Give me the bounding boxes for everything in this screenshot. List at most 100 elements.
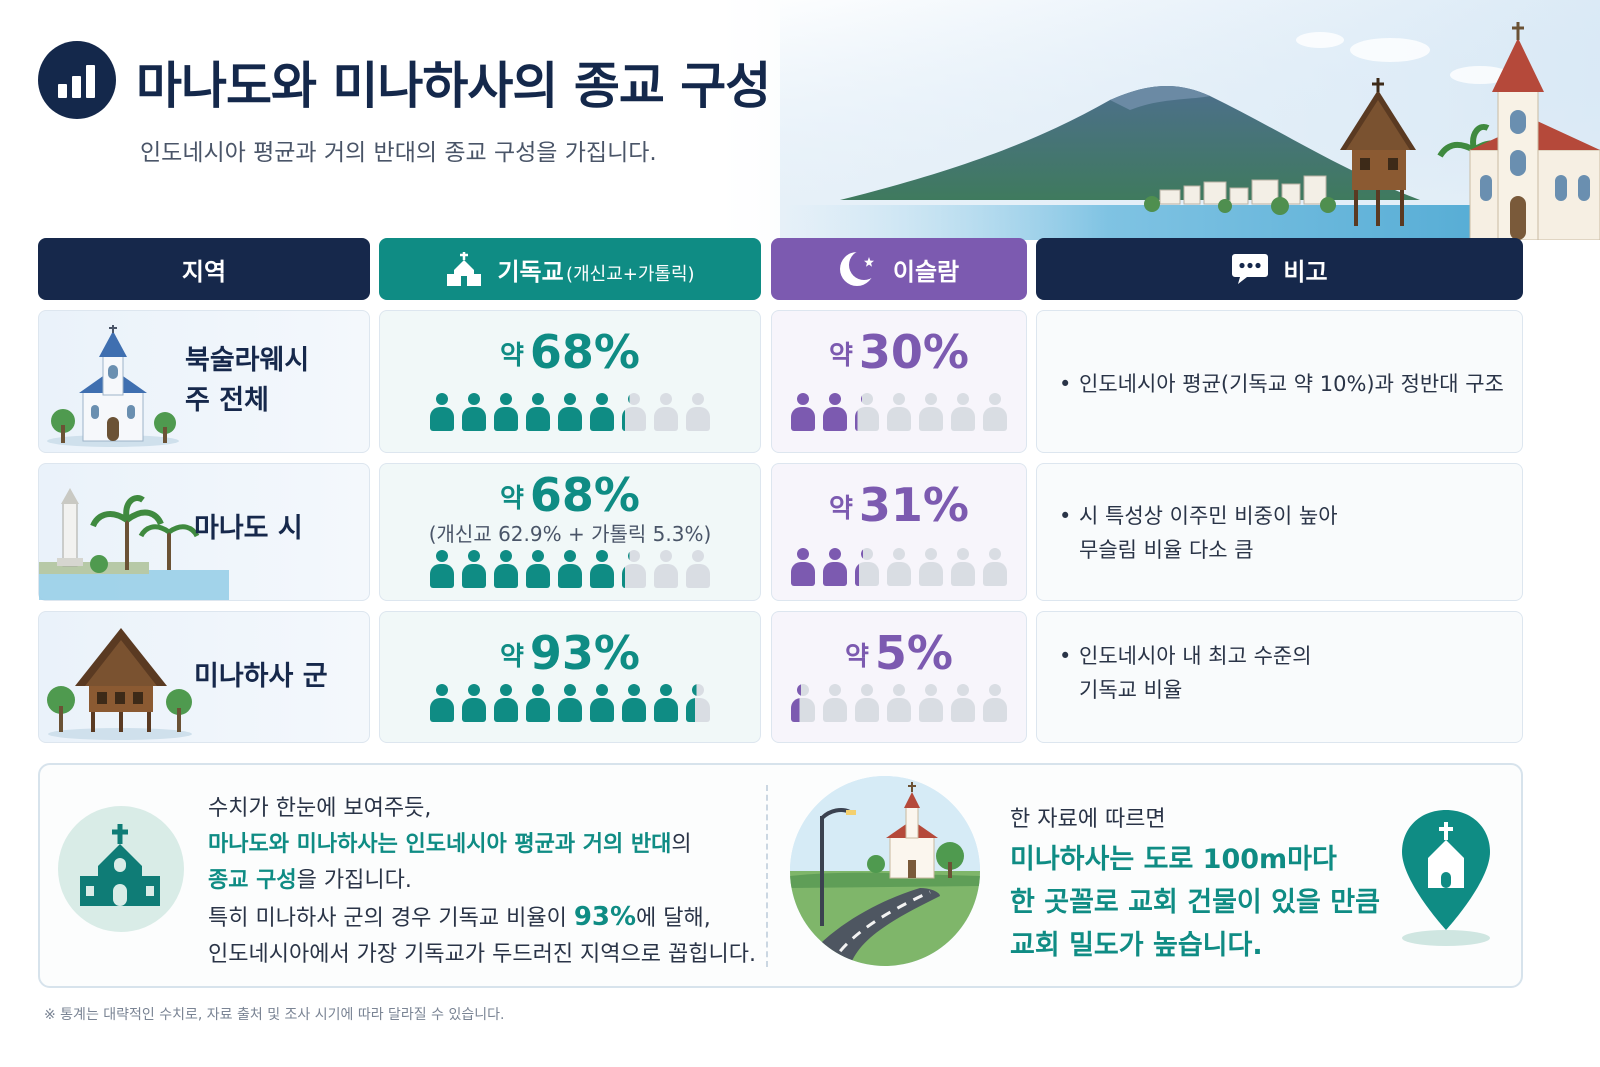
table-cell-christian: 약 68% (개신교 62.9% + 가톨릭 5.3%) [379, 463, 761, 601]
person-icon [919, 684, 943, 722]
person-icon [622, 550, 646, 588]
region-name-line2: 주 전체 [185, 385, 269, 416]
summary-line: 수치가 한눈에 보여주듯, [208, 796, 432, 821]
person-icon [919, 393, 943, 431]
column-header-note-label: 비고 [1283, 257, 1328, 286]
speech-bubble-icon [1232, 254, 1269, 284]
map-pin-church-icon [1402, 810, 1490, 946]
column-header-islam: 이슬람 [771, 238, 1027, 300]
church-icon [58, 806, 184, 932]
table-cell-islam: 약 5% [771, 611, 1027, 743]
christian-people-icons [380, 684, 760, 722]
islam-percentage: 약 5% [844, 626, 954, 680]
person-icon [622, 684, 646, 722]
crescent-star-icon [839, 250, 879, 286]
church-icon [47, 325, 179, 447]
region-name-line1: 북술라웨시 [185, 345, 310, 376]
person-icon [823, 393, 847, 431]
person-icon [887, 684, 911, 722]
region-name-line1: 미나하사 군 [194, 661, 328, 692]
person-icon [686, 393, 710, 431]
person-icon [686, 550, 710, 588]
person-icon [494, 550, 518, 588]
person-icon [983, 393, 1007, 431]
person-icon [590, 550, 614, 588]
column-header-christian-label: 기독교 [497, 257, 564, 286]
person-icon [823, 548, 847, 586]
christian-breakdown: (개신교 62.9% + 가톨릭 5.3%) [428, 522, 712, 546]
islam-people-icons [772, 393, 1026, 431]
person-icon [590, 393, 614, 431]
christian-percentage: 약 68% [499, 468, 641, 522]
table-cell-note: 인도네시아 내 최고 수준의 기독교 비율 [1036, 611, 1523, 743]
summary-line: 특히 미나하사 군의 경우 기독교 비율이 93%에 달해, [208, 902, 711, 932]
summary-divider [766, 785, 768, 967]
summary-line: 인도네시아에서 가장 기독교가 두드러진 지역으로 꼽힙니다. [208, 942, 756, 967]
table-cell-note: 인도네시아 평균(기독교 약 10%)과 정반대 구조 [1036, 310, 1523, 453]
person-icon [494, 393, 518, 431]
person-icon [791, 684, 815, 722]
person-icon [430, 550, 454, 588]
person-icon [919, 548, 943, 586]
person-icon [951, 393, 975, 431]
column-header-region: 지역 [38, 238, 370, 300]
note-text: 시 특성상 이주민 비중이 높아 무슬림 비율 다소 큼 [1059, 499, 1504, 567]
person-icon [855, 393, 879, 431]
person-icon [494, 684, 518, 722]
person-icon [526, 684, 550, 722]
islam-people-icons [772, 684, 1026, 722]
person-icon [590, 684, 614, 722]
person-icon [823, 684, 847, 722]
person-icon [654, 393, 678, 431]
bar-chart-icon [38, 41, 116, 119]
page-title: 마나도와 미나하사의 종교 구성 [136, 57, 771, 115]
person-icon [983, 548, 1007, 586]
header-banner: 마나도와 미나하사의 종교 구성 인도네시아 평균과 거의 반대의 종교 구성을… [0, 0, 1600, 240]
note-text: 인도네시아 평균(기독교 약 10%)과 정반대 구조 [1059, 367, 1504, 401]
fact-intro: 한 자료에 따르면 [1010, 807, 1166, 832]
fact-highlight: 미나하사는 도로 100m마다 한 곳꼴로 교회 건물이 있을 만큼 교회 밀도… [1010, 844, 1380, 961]
column-header-region-label: 지역 [181, 257, 227, 286]
column-header-christian-sub: (개신교+가톨릭) [566, 263, 695, 285]
person-icon [462, 393, 486, 431]
column-header-note: 비고 [1036, 238, 1523, 300]
table-row-region: 미나하사 군 [38, 611, 370, 743]
note-text: 인도네시아 내 최고 수준의 기독교 비율 [1059, 639, 1504, 707]
person-icon [462, 550, 486, 588]
person-icon [558, 550, 582, 588]
person-icon [462, 684, 486, 722]
table-row-region: 북술라웨시 주 전체 [38, 310, 370, 453]
person-icon [887, 548, 911, 586]
person-icon [855, 548, 879, 586]
person-icon [558, 393, 582, 431]
christian-people-icons [380, 393, 760, 431]
summary-line: 종교 구성을 가집니다. [208, 868, 412, 893]
table-cell-christian: 약 93% [379, 611, 761, 743]
table-cell-islam: 약 31% [771, 463, 1027, 601]
person-icon [983, 684, 1007, 722]
summary-text: 수치가 한눈에 보여주듯, 마나도와 미나하사는 인도네시아 평균과 거의 반대… [208, 791, 758, 973]
christian-percentage: 약 68% [499, 325, 641, 379]
person-icon [686, 684, 710, 722]
christian-percentage: 약 93% [499, 626, 641, 680]
table-cell-note: 시 특성상 이주민 비중이 높아 무슬림 비율 다소 큼 [1036, 463, 1523, 601]
person-icon [654, 550, 678, 588]
manado-landscape-illustration [780, 0, 1600, 240]
islam-percentage: 약 31% [828, 478, 970, 532]
person-icon [791, 393, 815, 431]
person-icon [526, 393, 550, 431]
person-icon [654, 684, 678, 722]
footnote: ※ 통계는 대략적인 수치로, 자료 출처 및 조사 시기에 따라 달라질 수 … [44, 1007, 505, 1023]
person-icon [951, 684, 975, 722]
summary-line: 마나도와 미나하사는 인도네시아 평균과 거의 반대의 [208, 832, 692, 857]
road-church-illustration [790, 776, 980, 966]
islam-people-icons [772, 548, 1026, 586]
church-icon [447, 252, 482, 286]
person-icon [622, 393, 646, 431]
islam-percentage: 약 30% [828, 325, 970, 379]
person-icon [430, 684, 454, 722]
table-cell-christian: 약 68% [379, 310, 761, 453]
page-subtitle: 인도네시아 평균과 거의 반대의 종교 구성을 가집니다. [140, 140, 657, 166]
traditional-house-icon [47, 628, 192, 740]
person-icon [887, 393, 911, 431]
